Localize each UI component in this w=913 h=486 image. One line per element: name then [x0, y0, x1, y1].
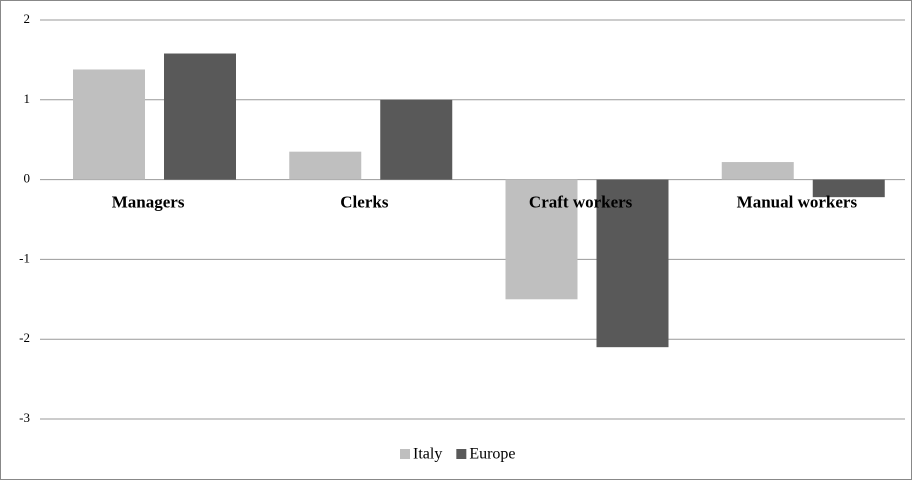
bar [164, 53, 236, 180]
legend-swatch [400, 449, 410, 459]
y-tick-label: 0 [24, 171, 31, 186]
bar [73, 69, 145, 180]
legend-label: Italy [413, 446, 442, 463]
bar [289, 151, 362, 180]
y-tick-label: -3 [19, 410, 30, 425]
bar [812, 179, 885, 198]
bar [380, 99, 453, 180]
bar [721, 162, 794, 180]
y-tick-label: -2 [19, 330, 30, 345]
y-tick-label: 2 [24, 11, 31, 26]
x-tick-label: Clerks [340, 193, 389, 212]
y-tick-label: -1 [19, 250, 30, 265]
legend-swatch [456, 449, 467, 459]
y-tick-label: 1 [24, 91, 31, 106]
bar [596, 179, 669, 348]
x-tick-label: Managers [112, 193, 185, 212]
x-tick-label: Craft workers [529, 193, 633, 212]
bar [505, 179, 578, 300]
legend-label: Europe [469, 446, 515, 463]
x-tick-label: Manual workers [737, 193, 858, 212]
